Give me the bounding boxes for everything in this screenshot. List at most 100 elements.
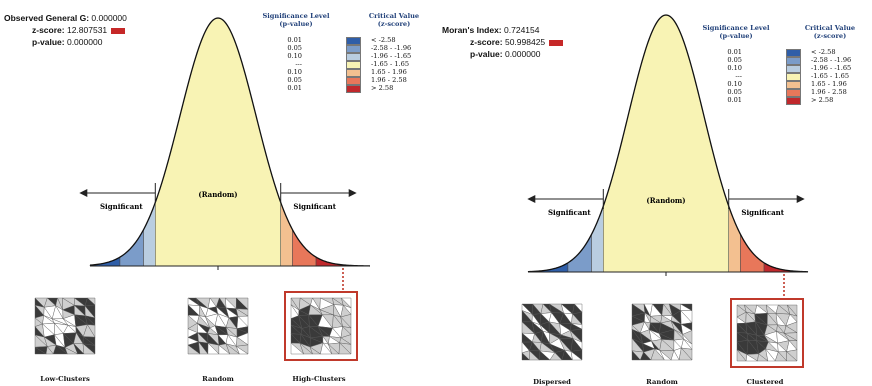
sig-header-1: Significance Level	[702, 24, 770, 32]
normal-distribution-curve: (Random) Significant Significant	[527, 14, 809, 297]
map-region	[198, 341, 209, 355]
z-score-label: z-score:	[32, 25, 65, 35]
random-label: (Random)	[646, 196, 685, 205]
p-value-label: p-value:	[32, 37, 65, 47]
legend-swatch	[786, 49, 801, 57]
map-region	[774, 351, 788, 362]
cv-header-2: (z-score)	[377, 20, 411, 28]
map-region	[320, 342, 333, 355]
curve-band	[280, 202, 293, 267]
stat-label: Observed General G:	[4, 13, 90, 23]
legend-critical-value: -1.65 - 1.65	[811, 72, 850, 80]
stat-label: Moran's Index:	[442, 25, 502, 35]
legend-swatch	[786, 57, 801, 65]
cv-header-2: (z-score)	[813, 32, 847, 40]
curve-band	[527, 262, 569, 273]
legend-swatch	[346, 37, 361, 45]
legend-swatch	[346, 77, 361, 85]
map-region	[745, 354, 759, 362]
legend-p-value: 0.05	[727, 56, 742, 64]
legend-swatch	[346, 69, 361, 77]
legend-p-value: 0.01	[727, 48, 742, 56]
left-arrow-head	[79, 189, 88, 197]
legend-critical-value: 1.96 - 2.58	[811, 88, 847, 96]
map-random	[631, 303, 693, 361]
map-region	[299, 342, 314, 355]
map-region	[659, 350, 672, 361]
legend-p-value: 0.10	[727, 80, 742, 88]
p-value-row: p-value: 0.000000	[470, 48, 567, 60]
map-region	[290, 342, 305, 355]
legend-critical-value: > 2.58	[371, 84, 394, 92]
map-caption: Random	[202, 375, 234, 383]
map-region	[235, 345, 249, 355]
significant-left-label: Significant	[548, 208, 591, 217]
map-region	[561, 349, 573, 361]
map-caption: Dispersed	[533, 378, 571, 386]
left-arrow-head	[527, 195, 536, 203]
legend-p-value: 0.10	[287, 68, 302, 76]
map-region	[678, 347, 693, 361]
map-region	[549, 352, 563, 361]
stats-block: Moran's Index: 0.724154 z-score: 50.9984…	[442, 24, 564, 60]
map-region	[639, 351, 652, 361]
legend-swatch	[346, 45, 361, 53]
right-arrow-head	[348, 189, 357, 197]
legend-p-value: ---	[295, 60, 302, 68]
p-value-label: p-value:	[470, 49, 503, 59]
map-region	[765, 348, 776, 362]
map-region	[309, 346, 322, 355]
curve-outline	[527, 14, 809, 273]
right-arrow-head	[796, 195, 805, 203]
legend-critical-value: 1.96 - 2.58	[371, 76, 407, 84]
legend-critical-value: -2.58 - -1.96	[811, 56, 852, 64]
legend-swatch	[346, 85, 361, 93]
map-caption: High-Clusters	[292, 375, 346, 383]
legend-swatch	[786, 89, 801, 97]
map-caption: Low-Clusters	[40, 375, 90, 383]
map-region	[73, 343, 85, 355]
cv-header-1: Critical Value	[804, 24, 856, 32]
z-score-row: z-score: 50.998425	[470, 36, 567, 48]
legend-critical-value: 1.65 - 1.96	[371, 68, 407, 76]
cv-header-1: Critical Value	[368, 12, 420, 20]
map-region	[338, 342, 352, 355]
map-high-clusters	[284, 291, 358, 361]
map-region	[207, 342, 220, 355]
legend-critical-value: -1.96 - -1.65	[811, 64, 852, 72]
map-region	[187, 344, 201, 355]
z-score-swatch	[111, 27, 126, 34]
map-region	[328, 343, 340, 355]
map-region	[786, 351, 798, 362]
legend-critical-value: > 2.58	[811, 96, 834, 104]
normal-distribution-curve: (Random) Significant Significant	[79, 17, 371, 290]
stat-value: 0.000000	[91, 13, 127, 23]
observed-stat-row: Moran's Index: 0.724154	[442, 24, 539, 36]
z-score-label: z-score:	[470, 37, 503, 47]
curve-band	[143, 202, 156, 267]
curve-band	[591, 206, 604, 273]
curve-band	[603, 14, 729, 273]
legend-p-value: 0.05	[287, 44, 302, 52]
map-clustered	[730, 298, 804, 368]
map-dispersed	[521, 303, 583, 361]
p-value-row: p-value: 0.000000	[32, 36, 155, 48]
legend-critical-value: -2.58 - -1.96	[371, 44, 412, 52]
map-caption: Clustered	[746, 378, 784, 386]
z-score-value: 12.807531	[66, 25, 108, 35]
map-region	[757, 353, 769, 362]
map-region	[631, 350, 641, 361]
map-region	[218, 344, 231, 355]
legend-p-value: 0.10	[287, 52, 302, 60]
sig-header-2: (p-value)	[279, 20, 313, 28]
map-region	[650, 348, 665, 361]
map-region	[570, 350, 583, 361]
legend-swatch	[786, 65, 801, 73]
z-score-swatch	[549, 39, 564, 46]
map-region	[225, 343, 240, 355]
legend-critical-value: < -2.58	[811, 48, 836, 56]
legend-swatch	[786, 97, 801, 105]
z-score-row: z-score: 12.807531	[32, 24, 155, 36]
significant-left-label: Significant	[100, 202, 143, 211]
sig-header-1: Significance Level	[262, 12, 330, 20]
